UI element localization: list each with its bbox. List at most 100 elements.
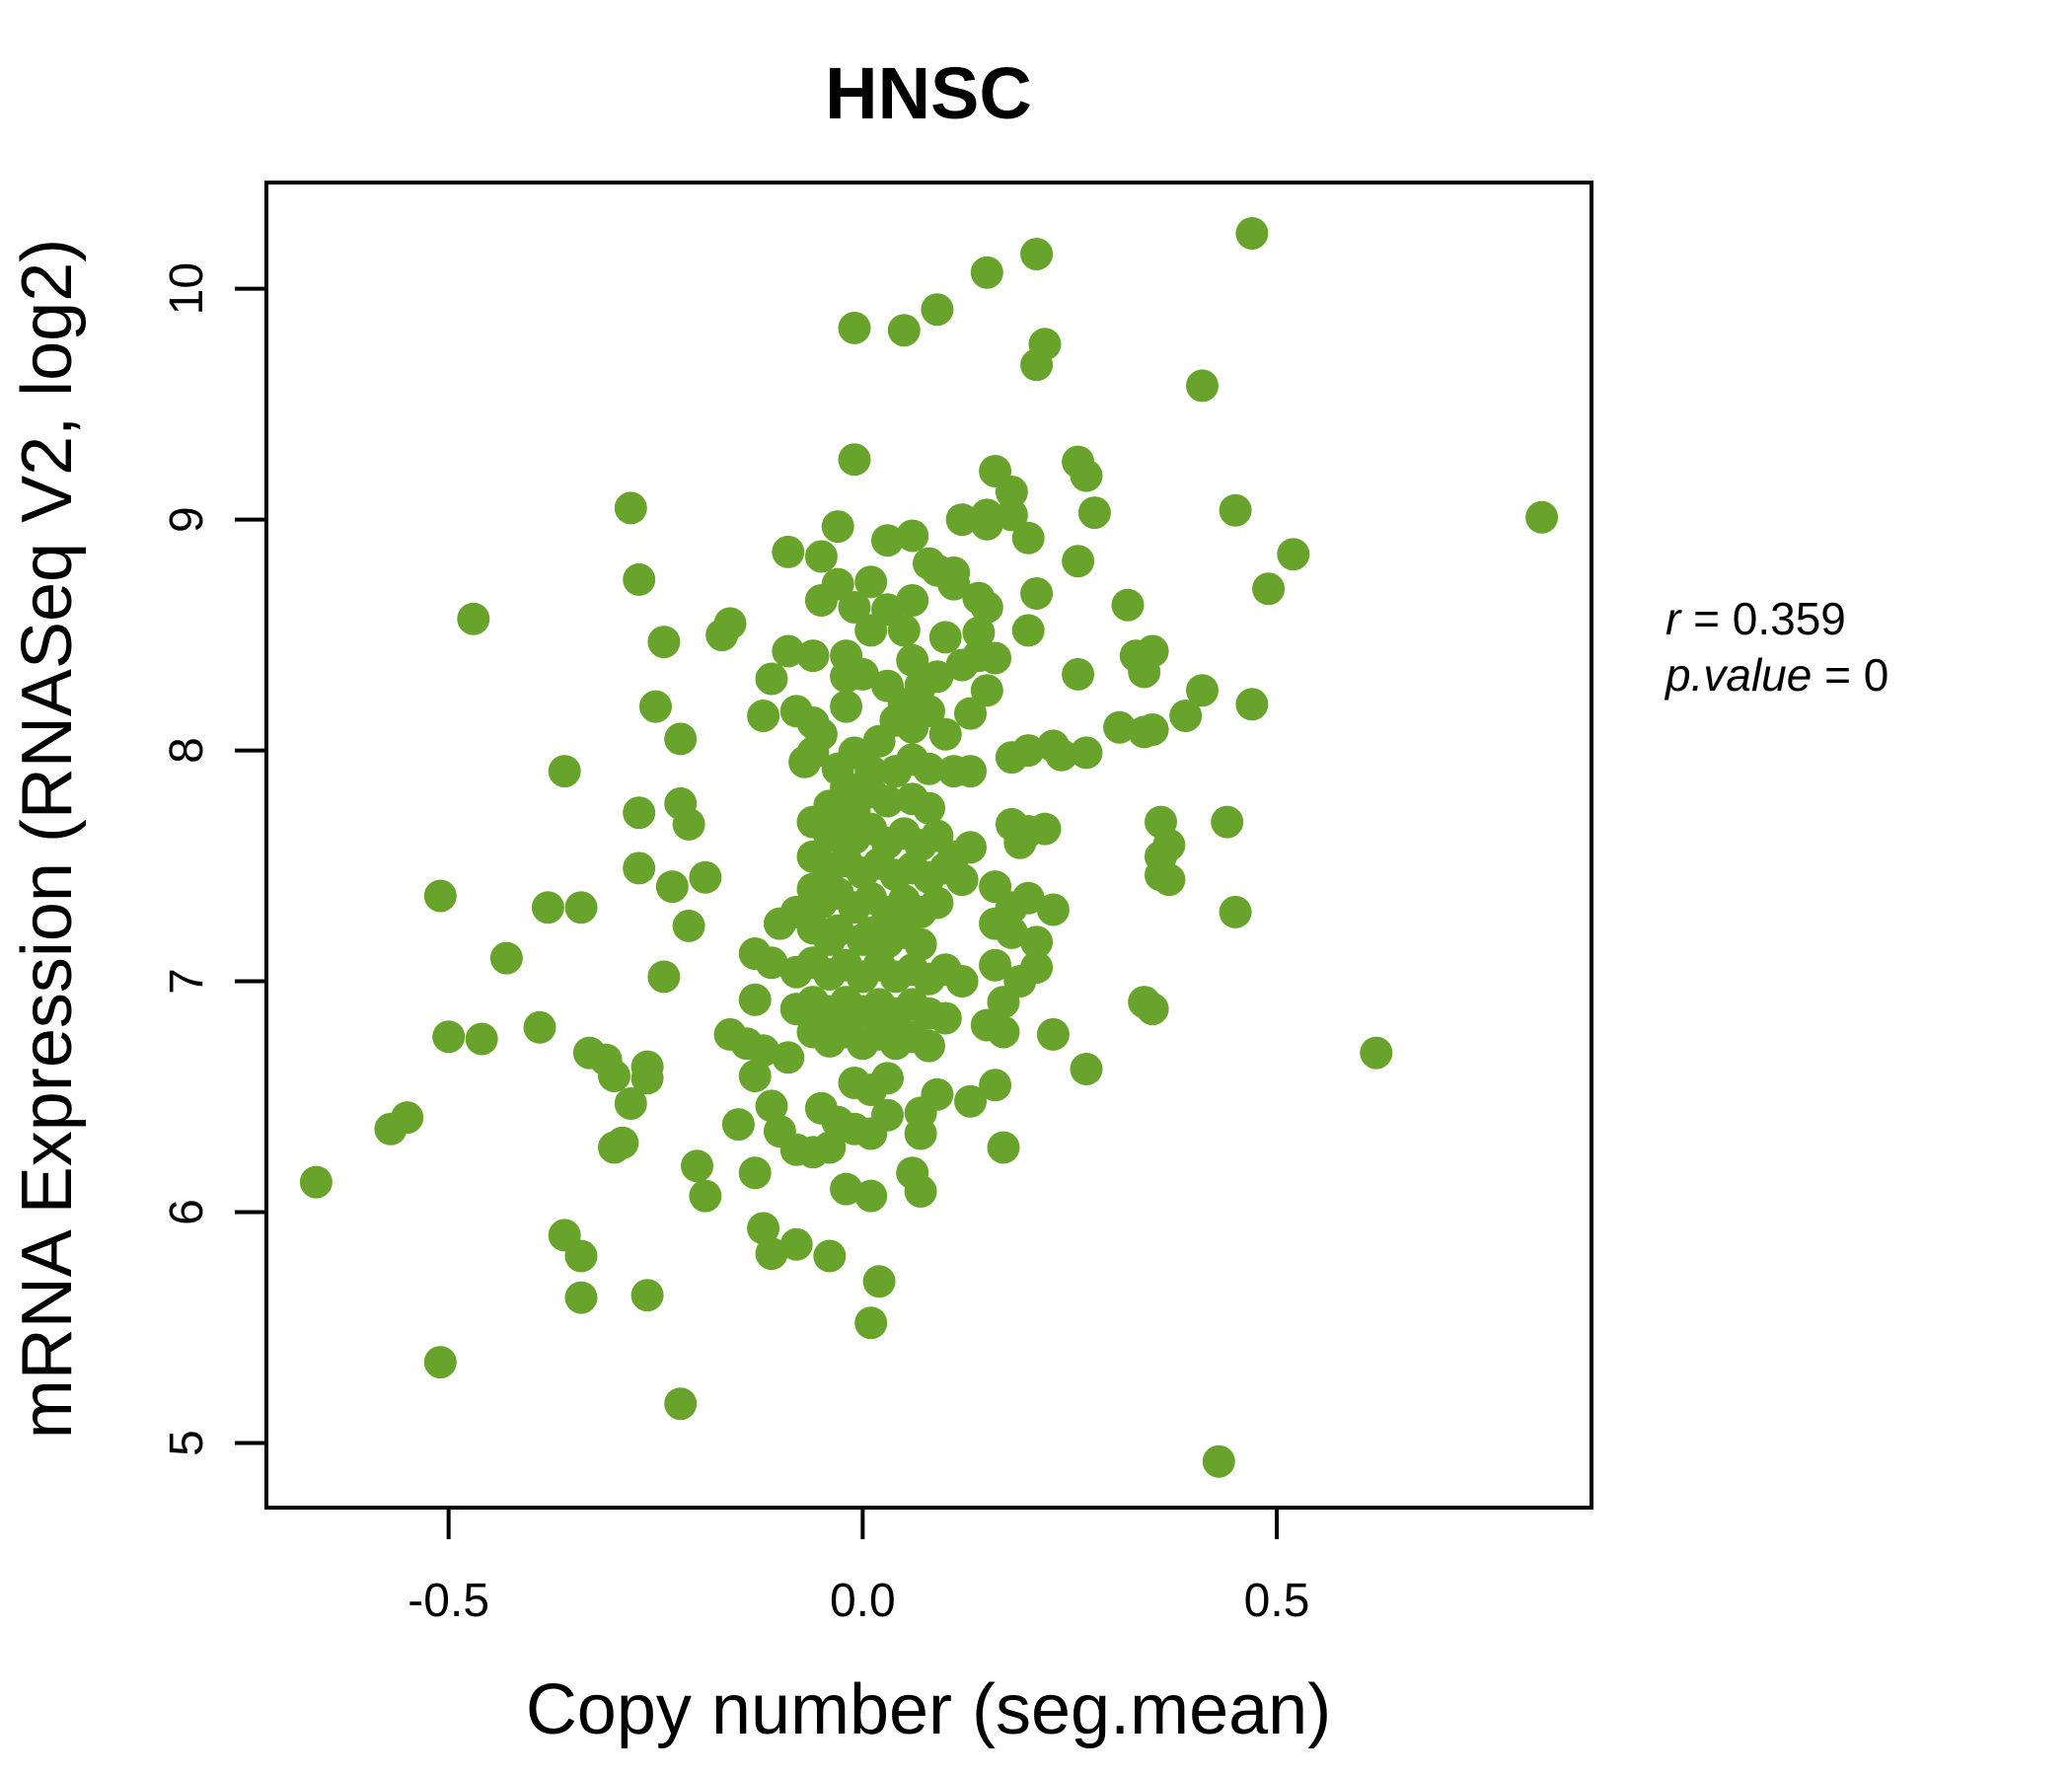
scatter-point (1070, 1053, 1103, 1085)
scatter-point (1186, 674, 1219, 707)
scatter-point (1020, 951, 1054, 984)
scatter-point (1277, 538, 1310, 571)
scatter-point (639, 690, 672, 723)
scatter-point (1077, 496, 1111, 530)
scatter-point (921, 293, 954, 327)
scatter-point (904, 1175, 937, 1208)
scatter-point (1211, 805, 1244, 839)
scatter-point (954, 831, 987, 864)
scatter-point (887, 614, 921, 647)
scatter-point (904, 1096, 937, 1130)
scatter-point (772, 535, 805, 568)
scatter-point (598, 1060, 630, 1092)
scatter-point (689, 860, 722, 894)
scatter-point (937, 567, 971, 601)
scatter-point (1003, 826, 1037, 859)
scatter-point (1020, 348, 1054, 382)
scatter-point (721, 1108, 755, 1142)
scatter-point (1169, 700, 1203, 732)
scatter-point (813, 1239, 847, 1273)
scatter-point (672, 807, 705, 841)
scatter-point (738, 1060, 772, 1092)
scatter-point (755, 1089, 788, 1123)
scatter-point (623, 796, 656, 830)
scatter-point (755, 662, 788, 696)
scatter-point (970, 674, 1003, 707)
y-tick-label: 6 (161, 1199, 213, 1225)
scatter-point (1252, 572, 1286, 606)
scatter-point (987, 986, 1020, 1019)
scatter-point (1028, 812, 1062, 846)
scatter-point (887, 314, 921, 347)
scatter-point (987, 1131, 1020, 1164)
scatter-point (548, 755, 581, 788)
scatter-point (862, 724, 896, 758)
scatter-point (871, 1062, 904, 1095)
scatter-point (299, 1165, 333, 1199)
scatter-point (970, 256, 1003, 289)
scatter-point (391, 1101, 424, 1135)
scatter-point (871, 784, 904, 818)
scatter-point (1235, 688, 1269, 721)
scatter-point (1011, 521, 1045, 555)
scatter-point (531, 891, 564, 925)
scatter-point (1062, 545, 1095, 578)
scatter-point (871, 524, 904, 557)
scatter-point (623, 851, 656, 885)
scatter-point (821, 914, 854, 947)
scatter-point (995, 476, 1028, 508)
scatter-point (672, 909, 705, 942)
scatter-point (921, 660, 954, 694)
r-value-line: r = 0.359 (1665, 593, 1846, 644)
scatter-point (1020, 925, 1054, 959)
scatter-point (979, 948, 1012, 982)
scatter-point (913, 1029, 945, 1063)
scatter-point (954, 1084, 987, 1118)
scatter-point (804, 540, 838, 573)
scatter-point (921, 886, 954, 920)
scatter-point (1152, 863, 1186, 897)
scatter-point (970, 507, 1003, 541)
scatter-point (755, 946, 788, 980)
scatter-point (772, 1041, 805, 1074)
scatter-point (738, 983, 772, 1016)
scatter-point (689, 1179, 722, 1213)
scatter-point (995, 498, 1028, 532)
scatter-point (1111, 588, 1145, 622)
scatter-point (1219, 895, 1252, 928)
scatter-point (854, 1306, 888, 1340)
scatter-point (854, 565, 888, 599)
x-tick-label: 0.0 (830, 1575, 896, 1627)
scatter-point (913, 791, 945, 825)
scatter-point (854, 1179, 888, 1213)
scatter-point (945, 965, 979, 998)
y-tick-label: 5 (161, 1430, 213, 1456)
scatter-point (821, 510, 854, 544)
scatter-point (1036, 1017, 1070, 1051)
scatter-point (830, 1172, 863, 1206)
scatter-point (664, 722, 698, 756)
scatter-point (846, 657, 879, 691)
scatter-point (1128, 715, 1161, 749)
scatter-points (299, 217, 1559, 1478)
scatter-point (987, 1015, 1020, 1049)
scatter-point (614, 491, 647, 525)
scatter-point (954, 697, 987, 730)
scatter-point (1070, 459, 1103, 492)
scatter-point (1045, 738, 1078, 772)
scatter-point (772, 634, 805, 668)
scatter-point (913, 752, 945, 785)
scatter-point (854, 614, 888, 647)
scatter-point (1103, 710, 1137, 744)
scatter-point (747, 1034, 780, 1068)
scatter-point (1020, 577, 1054, 610)
scatter-point (962, 616, 996, 649)
scatter-point (995, 916, 1028, 949)
scatter-point (1235, 217, 1269, 250)
axis-ticks: -0.5 0.0 0.5 5 6 7 8 9 10 (161, 262, 1309, 1627)
scatter-point (970, 591, 1003, 624)
scatter-point (630, 1279, 664, 1312)
scatter-point (830, 690, 863, 723)
scatter-point (928, 717, 962, 751)
